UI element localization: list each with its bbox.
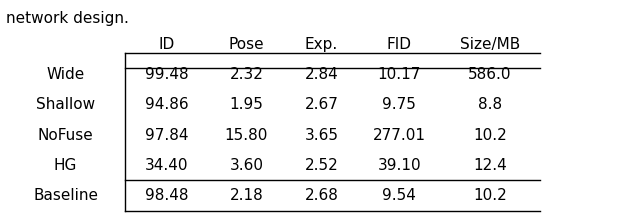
Text: 2.84: 2.84 bbox=[305, 67, 338, 82]
Text: 15.80: 15.80 bbox=[225, 127, 268, 143]
Text: HG: HG bbox=[54, 158, 77, 173]
Text: network design.: network design. bbox=[6, 11, 129, 26]
Text: NoFuse: NoFuse bbox=[37, 127, 94, 143]
Text: 12.4: 12.4 bbox=[473, 158, 507, 173]
Text: 3.65: 3.65 bbox=[305, 127, 338, 143]
Text: 2.32: 2.32 bbox=[230, 67, 263, 82]
Text: 98.48: 98.48 bbox=[145, 188, 188, 203]
Text: 8.8: 8.8 bbox=[478, 97, 502, 112]
Text: Exp.: Exp. bbox=[305, 37, 338, 52]
Text: 586.0: 586.0 bbox=[468, 67, 512, 82]
Text: FID: FID bbox=[387, 37, 412, 52]
Text: 277.01: 277.01 bbox=[373, 127, 426, 143]
Text: 2.67: 2.67 bbox=[305, 97, 338, 112]
Text: ID: ID bbox=[158, 37, 175, 52]
Text: Shallow: Shallow bbox=[36, 97, 95, 112]
Text: 10.2: 10.2 bbox=[473, 127, 507, 143]
Text: Size/MB: Size/MB bbox=[460, 37, 520, 52]
Text: 94.86: 94.86 bbox=[145, 97, 188, 112]
Text: Baseline: Baseline bbox=[33, 188, 98, 203]
Text: 10.17: 10.17 bbox=[378, 67, 421, 82]
Text: 10.2: 10.2 bbox=[473, 188, 507, 203]
Text: 3.60: 3.60 bbox=[230, 158, 263, 173]
Text: 2.52: 2.52 bbox=[305, 158, 338, 173]
Text: 97.84: 97.84 bbox=[145, 127, 188, 143]
Text: 1.95: 1.95 bbox=[230, 97, 263, 112]
Text: 99.48: 99.48 bbox=[145, 67, 188, 82]
Text: Wide: Wide bbox=[46, 67, 85, 82]
Text: 39.10: 39.10 bbox=[378, 158, 421, 173]
Text: 2.18: 2.18 bbox=[230, 188, 263, 203]
Text: 9.75: 9.75 bbox=[383, 97, 416, 112]
Text: Pose: Pose bbox=[228, 37, 265, 52]
Text: 34.40: 34.40 bbox=[145, 158, 188, 173]
Text: 9.54: 9.54 bbox=[383, 188, 416, 203]
Text: 2.68: 2.68 bbox=[305, 188, 338, 203]
